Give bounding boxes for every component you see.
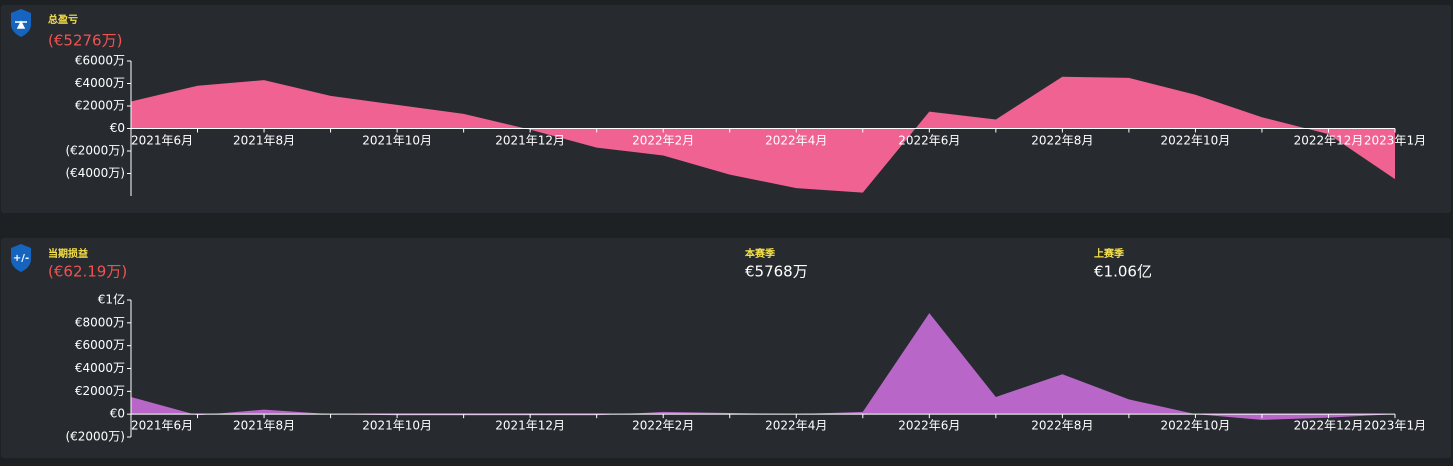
panel-title: 当期损益 [48,247,88,260]
x-tick-label: 2022年12月 [1294,419,1364,433]
panel [1,238,1451,458]
x-tick-label: 2021年10月 [362,134,432,148]
y-tick-label: €8000万 [75,315,125,329]
x-tick-label: 2022年4月 [765,134,827,148]
x-tick-label: 2022年2月 [632,134,694,148]
x-tick-label: 2021年8月 [233,134,295,148]
y-tick-label: €6000万 [75,54,125,68]
x-tick-label: 2022年2月 [632,419,694,433]
y-tick-label: €1亿 [98,292,125,307]
y-tick-label: €2000万 [75,384,125,398]
y-tick-label: €4000万 [75,361,125,375]
panel-value: (€62.19万) [48,263,127,281]
x-tick-label: 2023年1月 [1364,134,1426,148]
svg-text:+/-: +/- [13,253,29,264]
stat-label: 上赛季 [1094,247,1125,260]
x-tick-label: 2022年12月 [1294,134,1364,148]
x-tick-label: 2021年12月 [495,134,565,148]
stat-label: 本赛季 [745,247,776,260]
area [131,313,1395,420]
x-tick-label: 2022年4月 [765,419,827,433]
y-tick-label: €0 [110,121,125,135]
x-tick-label: 2021年8月 [233,419,295,433]
icon [11,9,31,37]
y-tick-label: (€2000万) [65,430,125,444]
x-tick-label: 2021年6月 [131,419,193,433]
x-tick-label: 2022年6月 [898,134,960,148]
y-tick-label: €2000万 [75,99,125,113]
icon: +/- [11,244,31,272]
x-tick-label: 2022年10月 [1161,419,1231,433]
x-tick-label: 2022年10月 [1161,134,1231,148]
panel-value: (€5276万) [48,32,122,50]
stat-value: €5768万 [745,263,808,281]
x-tick-label: 2022年6月 [898,419,960,433]
x-tick-label: 2021年10月 [362,419,432,433]
x-tick-label: 2022年8月 [1031,419,1093,433]
x-tick-label: 2021年6月 [131,134,193,148]
y-tick-label: (€4000万) [65,166,125,180]
panel-title: 总盈亏 [48,13,78,26]
y-tick-label: (€2000万) [65,144,125,158]
x-tick-label: 2021年12月 [495,419,565,433]
x-tick-label: 2022年8月 [1031,134,1093,148]
x-tick-label: 2023年1月 [1364,419,1426,433]
y-tick-label: €6000万 [75,338,125,352]
stat-value: €1.06亿 [1094,263,1152,281]
y-tick-label: €0 [110,407,125,421]
area [131,76,1395,193]
y-tick-label: €4000万 [75,76,125,90]
panel [1,5,1451,213]
